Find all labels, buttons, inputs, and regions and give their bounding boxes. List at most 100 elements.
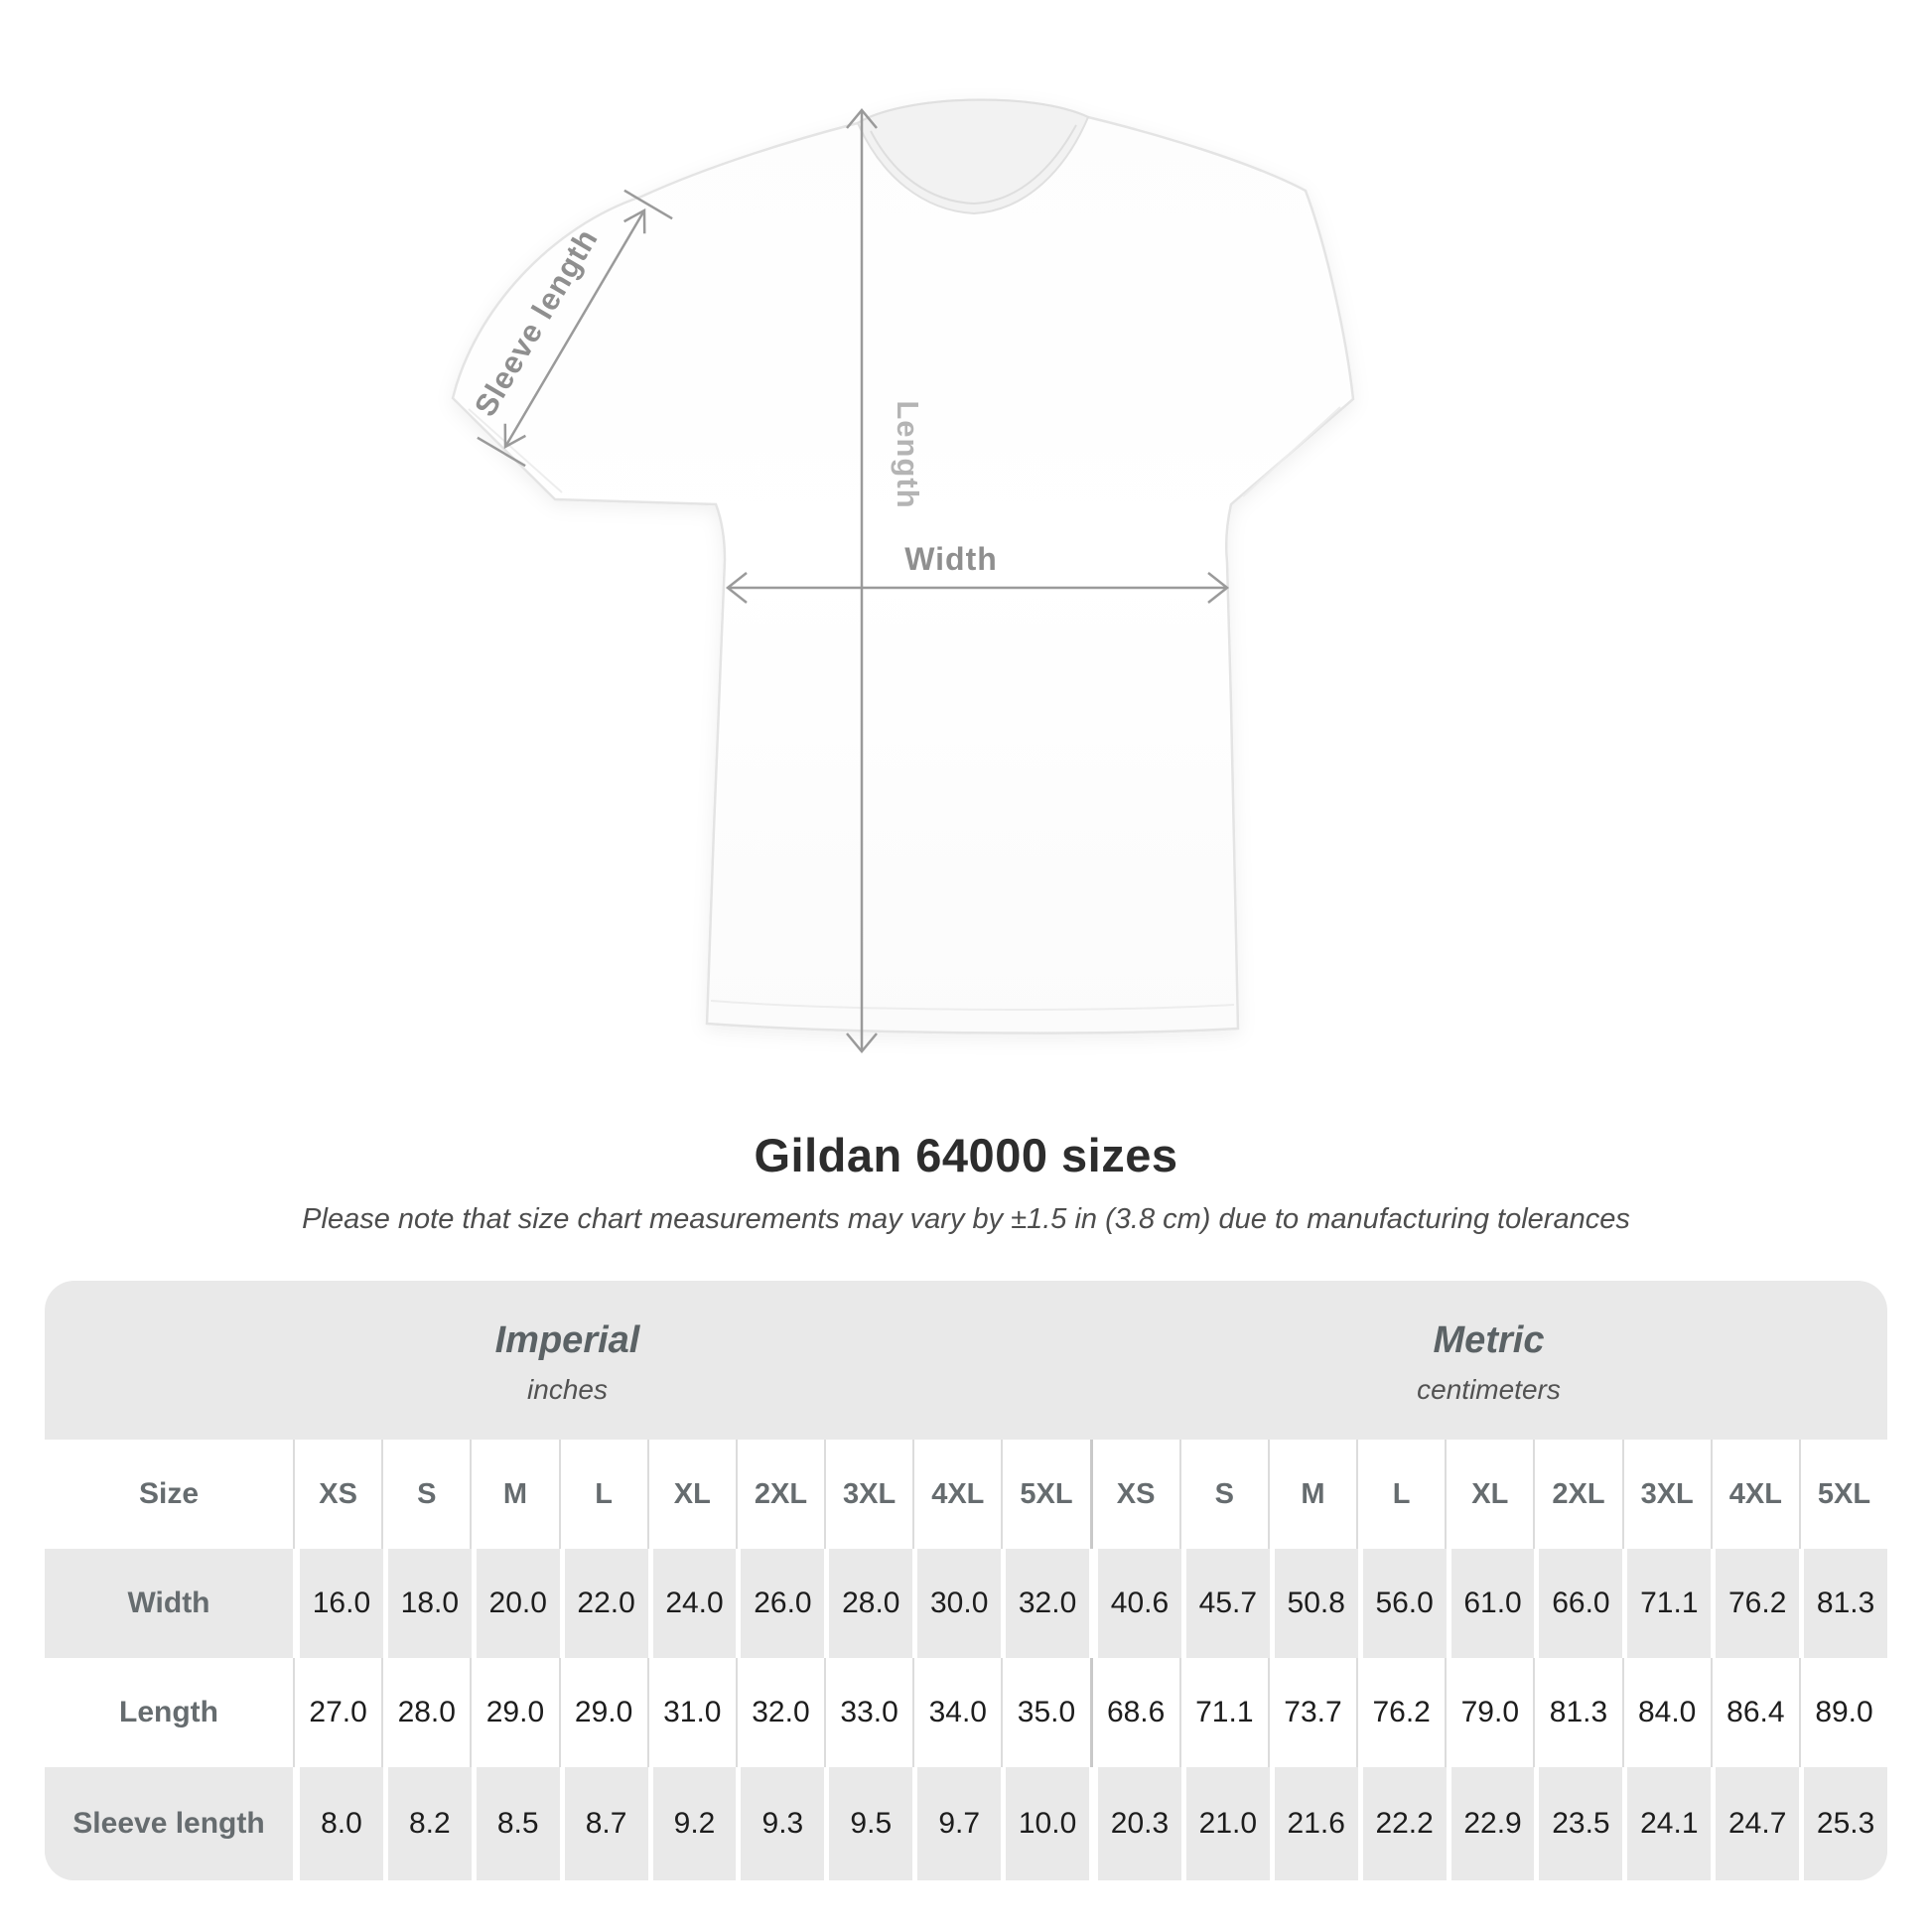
length-cell: 89.0 (1798, 1658, 1887, 1767)
length-cell: 84.0 (1621, 1658, 1711, 1767)
size-header-row: Size XS S M L XL 2XL 3XL 4XL 5XL XS S M L XL 2XL 3XL 4XL 5… (45, 1440, 1887, 1549)
width-cell: 22.0 (559, 1549, 648, 1658)
sleeve-length-label: Sleeve length (72, 1807, 265, 1840)
size-header-cell: 3XL (824, 1440, 912, 1549)
size-header-cell: S (1178, 1440, 1268, 1549)
length-row: Length 27.0 28.0 29.0 29.0 31.0 32.0 33.0 34.0 35… (45, 1658, 1887, 1767)
length-cell: 28.0 (381, 1658, 470, 1767)
width-cell: 28.0 (824, 1549, 912, 1658)
width-cell: 40.6 (1089, 1549, 1181, 1658)
width-cell: 45.7 (1180, 1549, 1270, 1658)
length-cell: 71.1 (1178, 1658, 1268, 1767)
size-header-cell: XL (1445, 1440, 1533, 1549)
unit-group-row: Imperial inches Metric centimeters (45, 1281, 1887, 1440)
page-title: Gildan 64000 sizes (754, 1129, 1178, 1181)
sleeve-length-cell: 8.5 (471, 1767, 560, 1880)
size-header-cell: 2XL (1533, 1440, 1621, 1549)
size-header-cell: S (381, 1440, 470, 1549)
size-header-cell: 4XL (912, 1440, 1001, 1549)
size-header-cell: 5XL (1798, 1440, 1887, 1549)
sleeve-length-cell: 21.0 (1180, 1767, 1270, 1880)
length-cell: 35.0 (1001, 1658, 1089, 1767)
metric-group-unit: centimeters (1417, 1373, 1561, 1405)
size-header-cell: 4XL (1710, 1440, 1799, 1549)
length-cell: 73.7 (1267, 1658, 1356, 1767)
size-header-cell: M (1267, 1440, 1356, 1549)
length-cell: 76.2 (1356, 1658, 1445, 1767)
sleeve-length-cell: 8.2 (382, 1767, 472, 1880)
imperial-group-name: Imperial (494, 1318, 640, 1361)
length-cell: 81.3 (1533, 1658, 1621, 1767)
width-label: Width (127, 1587, 210, 1619)
metric-group-name: Metric (1433, 1318, 1545, 1361)
width-arrow (725, 572, 1230, 604)
length-label: Length (891, 400, 925, 508)
width-cell: 16.0 (293, 1549, 383, 1658)
sleeve-length-cell: 21.6 (1269, 1767, 1358, 1880)
sleeve-length-cell: 24.1 (1622, 1767, 1711, 1880)
width-cell: 18.0 (382, 1549, 472, 1658)
size-header-cell: 5XL (1001, 1440, 1089, 1549)
sleeve-length-cell: 9.5 (824, 1767, 912, 1880)
length-cell: 68.6 (1089, 1658, 1179, 1767)
length-cell: 86.4 (1710, 1658, 1799, 1767)
imperial-group-unit: inches (527, 1373, 608, 1405)
width-cell: 76.2 (1711, 1549, 1799, 1658)
size-table: Imperial inches Metric centimeters Size X… (45, 1281, 1887, 1880)
left-cuff-seam (468, 408, 563, 493)
sleeve-length-cell: 23.5 (1534, 1767, 1622, 1880)
size-grid: Size XS S M L XL 2XL 3XL 4XL 5XL XS S M L XL 2XL 3XL 4XL 5… (45, 1440, 1887, 1880)
size-header-cell: M (470, 1440, 558, 1549)
length-arrow (846, 108, 878, 1053)
width-row: Width 16.0 18.0 20.0 22.0 24.0 26.0 28.0 30.0 32.… (45, 1549, 1887, 1658)
width-cell: 56.0 (1357, 1549, 1447, 1658)
size-header-cell: L (558, 1440, 647, 1549)
width-cell: 66.0 (1534, 1549, 1622, 1658)
width-cell: 30.0 (912, 1549, 1001, 1658)
length-cell: 32.0 (735, 1658, 824, 1767)
width-label: Width (904, 541, 998, 577)
width-cell: 24.0 (647, 1549, 737, 1658)
length-label: Length (119, 1696, 218, 1728)
sleeve-length-cell: 24.7 (1711, 1767, 1799, 1880)
width-cell: 61.0 (1446, 1549, 1535, 1658)
hem-seam (710, 1000, 1235, 1011)
sleeve-length-cell: 25.3 (1799, 1767, 1887, 1880)
tshirt-diagram: Sleeve length Length Width (451, 98, 1355, 1053)
width-cell: 50.8 (1269, 1549, 1358, 1658)
length-cell: 33.0 (824, 1658, 912, 1767)
size-header-label: Size (138, 1477, 200, 1510)
metric-group-header: Metric centimeters (1090, 1281, 1887, 1440)
width-cell: 20.0 (471, 1549, 560, 1658)
tshirt-graphic (451, 98, 1355, 1035)
collar-seam (870, 124, 1077, 206)
width-cell: 81.3 (1799, 1549, 1887, 1658)
size-header-cell: L (1356, 1440, 1445, 1549)
length-cell: 79.0 (1445, 1658, 1533, 1767)
sleeve-length-cell: 8.7 (559, 1767, 648, 1880)
width-cell: 71.1 (1622, 1549, 1711, 1658)
sleeve-length-cell: 8.0 (293, 1767, 383, 1880)
sleeve-length-cell: 20.3 (1089, 1767, 1181, 1880)
sleeve-length-arrow (477, 189, 673, 468)
length-cell: 31.0 (646, 1658, 736, 1767)
length-cell: 29.0 (470, 1658, 558, 1767)
sleeve-length-row: Sleeve length 8.0 8.2 8.5 8.7 9.2 9.3 9.5 9.7 10.… (45, 1767, 1887, 1880)
sleeve-length-cell: 9.3 (736, 1767, 824, 1880)
size-header-cell: XS (293, 1440, 381, 1549)
size-header-cell: XL (646, 1440, 736, 1549)
sleeve-length-cell: 22.9 (1446, 1767, 1535, 1880)
sleeve-length-cell: 9.7 (912, 1767, 1001, 1880)
length-cell: 29.0 (558, 1658, 647, 1767)
size-header-cell: 2XL (735, 1440, 824, 1549)
width-cell: 26.0 (736, 1549, 824, 1658)
size-header-cell: 3XL (1621, 1440, 1711, 1549)
imperial-group-header: Imperial inches (45, 1281, 1090, 1440)
right-cuff-seam (1242, 406, 1341, 497)
length-cell: 34.0 (912, 1658, 1001, 1767)
size-header-cell: XS (1089, 1440, 1179, 1549)
collar (856, 98, 1090, 215)
width-cell: 32.0 (1001, 1549, 1089, 1658)
length-cell: 27.0 (293, 1658, 381, 1767)
